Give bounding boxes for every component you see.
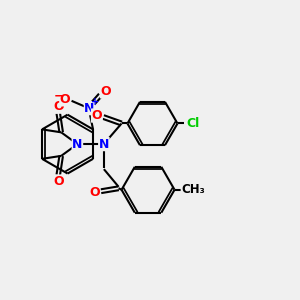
Text: O: O — [60, 93, 70, 106]
Text: O: O — [100, 85, 111, 98]
Text: O: O — [53, 175, 64, 188]
Text: −: − — [54, 89, 64, 102]
Text: N: N — [84, 102, 95, 115]
Text: O: O — [92, 109, 102, 122]
Text: O: O — [53, 100, 64, 113]
Text: O: O — [89, 186, 100, 199]
Text: +: + — [91, 97, 99, 107]
Text: CH₃: CH₃ — [181, 183, 205, 196]
Text: N: N — [72, 138, 82, 151]
Text: N: N — [99, 138, 109, 151]
Text: Cl: Cl — [186, 117, 199, 130]
